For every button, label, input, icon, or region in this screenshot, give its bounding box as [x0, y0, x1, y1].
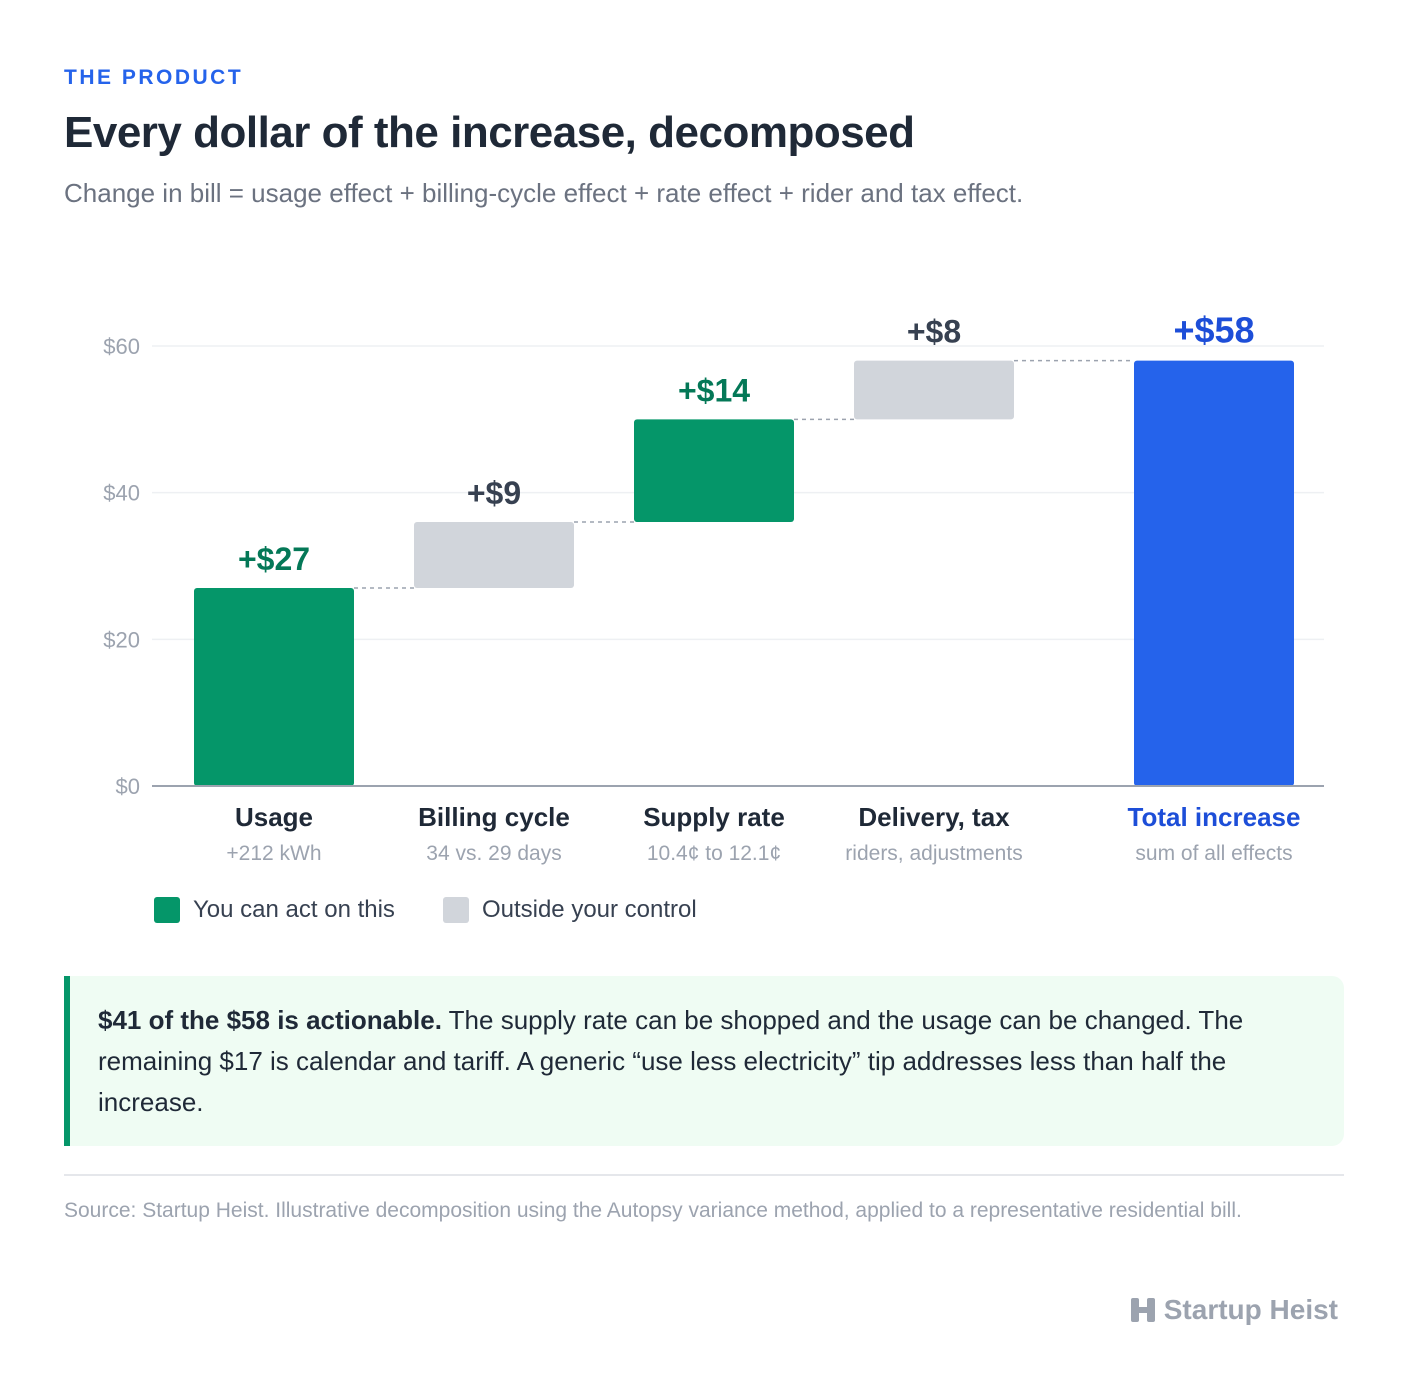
x-tick-label: Billing cycle [418, 802, 570, 832]
page-title: Every dollar of the increase, decomposed [64, 108, 915, 157]
data-label: +$8 [907, 314, 961, 350]
eyebrow-label: THE PRODUCT [64, 66, 244, 89]
data-label: +$9 [467, 475, 521, 511]
bar-supply-rate [634, 419, 794, 522]
bar-billing-cycle [414, 522, 574, 588]
legend-swatch-outside [442, 897, 469, 923]
waterfall-chart: $0 $20 $40 $60 +$27 Usage +212 kWh +$9 Billing c… [103, 310, 1324, 865]
startup-heist-logo-icon [1130, 1298, 1155, 1322]
brand-logo: Startup Heist [1130, 1294, 1338, 1326]
callout-text: The supply rate can be shopped and the u… [98, 1005, 1244, 1117]
legend-label-actionable: You can act on this [193, 896, 395, 923]
page-subtitle: Change in bill = usage effect + billing-… [64, 178, 1024, 208]
y-tick-label: $40 [103, 481, 140, 506]
x-tick-sublabel: riders, adjustments [845, 842, 1022, 865]
x-tick-label: Total increase [1128, 802, 1301, 832]
footer-divider [64, 1174, 1344, 1176]
data-label: +$14 [678, 372, 750, 408]
brand-name: Startup Heist [1163, 1294, 1338, 1325]
x-tick-sublabel: 34 vs. 29 days [426, 842, 561, 865]
data-label: +$27 [238, 541, 310, 577]
callout-bold: $41 of the $58 is actionable. [98, 1005, 442, 1035]
bar-usage [194, 588, 354, 786]
legend-swatch-actionable [154, 897, 180, 923]
insight-callout: $41 of the $58 is actionable. The supply… [64, 976, 1344, 1146]
y-tick-label: $20 [103, 627, 140, 652]
data-label: +$58 [1173, 310, 1254, 351]
bar-delivery-tax [854, 360, 1014, 420]
x-tick-label: Delivery, tax [858, 802, 1010, 832]
source-note: Source: Startup Heist. Illustrative deco… [64, 1199, 1242, 1222]
y-tick-label: $0 [116, 774, 140, 799]
legend-label-outside: Outside your control [481, 896, 697, 923]
legend-item-outside: Outside your control [442, 896, 697, 924]
chart-legend: You can act on this Outside your control [154, 896, 745, 924]
x-tick-sublabel: sum of all effects [1135, 842, 1292, 865]
legend-item-actionable: You can act on this [154, 896, 395, 924]
x-tick-sublabel: +212 kWh [226, 842, 321, 865]
x-tick-label: Usage [235, 802, 313, 832]
x-tick-label: Supply rate [643, 802, 785, 832]
x-tick-sublabel: 10.4¢ to 12.1¢ [647, 842, 781, 865]
bar-total-increase [1134, 360, 1294, 786]
y-tick-label: $60 [103, 334, 140, 359]
